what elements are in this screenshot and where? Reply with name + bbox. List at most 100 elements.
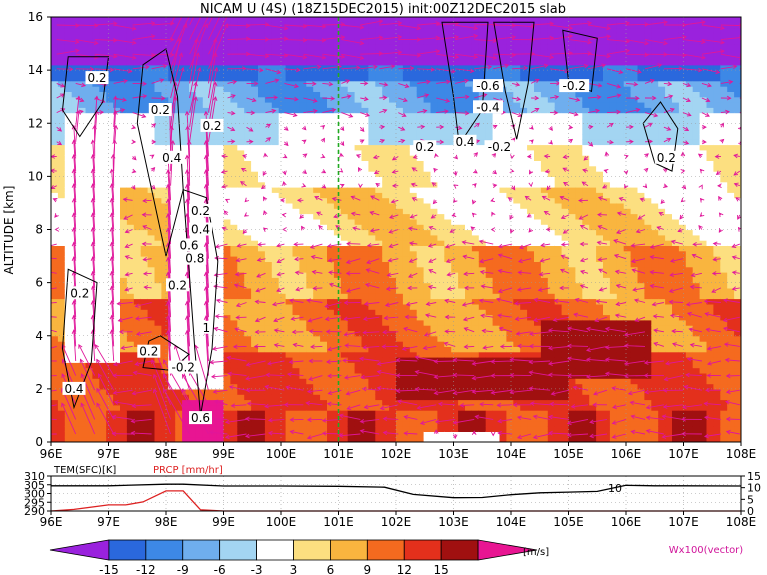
field-cell xyxy=(271,187,280,193)
field-cell xyxy=(354,394,363,401)
field-cell xyxy=(258,240,266,246)
field-cell xyxy=(92,17,100,23)
field-cell xyxy=(168,43,176,50)
field-cell xyxy=(264,426,273,432)
field-cell xyxy=(182,107,190,114)
field-cell xyxy=(327,86,335,92)
field-cell xyxy=(161,32,169,39)
field-cell xyxy=(313,202,321,209)
field-cell xyxy=(182,394,190,401)
field-cell xyxy=(168,192,176,199)
field-cell xyxy=(471,415,480,422)
field-cell xyxy=(251,43,259,50)
field-cell xyxy=(444,245,452,252)
field-cell xyxy=(271,208,280,215)
field-cell xyxy=(423,43,432,50)
field-cell xyxy=(126,64,135,71)
field-cell xyxy=(126,102,135,108)
field-cell xyxy=(154,17,162,23)
field-cell xyxy=(251,38,259,45)
field-cell xyxy=(327,48,335,55)
field-cell xyxy=(251,351,259,358)
field-cell xyxy=(430,250,438,257)
field-cell xyxy=(78,330,87,337)
field-cell xyxy=(396,362,404,369)
field-cell xyxy=(458,415,466,422)
field-cell xyxy=(285,415,294,422)
field-cell xyxy=(292,404,300,411)
field-cell xyxy=(430,17,438,23)
field-cell xyxy=(271,38,280,45)
field-cell xyxy=(451,261,459,268)
field-cell xyxy=(161,176,169,183)
field-cell xyxy=(423,240,432,246)
field-cell xyxy=(154,272,162,278)
field-cell xyxy=(92,277,100,284)
field-cell xyxy=(230,144,238,151)
field-cell xyxy=(64,431,73,438)
field-cell xyxy=(285,32,294,39)
field-cell xyxy=(327,314,335,321)
field-cell xyxy=(237,420,245,427)
field-cell xyxy=(340,112,349,119)
field-cell xyxy=(340,367,349,374)
field-cell xyxy=(430,123,438,130)
field-cell xyxy=(368,420,376,427)
field-cell xyxy=(458,309,466,316)
field-cell xyxy=(402,32,411,39)
field-cell xyxy=(113,298,121,305)
field-cell xyxy=(216,388,225,395)
field-cell xyxy=(106,404,114,411)
field-cell xyxy=(189,32,197,39)
field-cell xyxy=(361,383,369,390)
field-cell xyxy=(292,144,300,151)
field-cell xyxy=(313,420,321,427)
field-cell xyxy=(354,144,363,151)
field-cell xyxy=(375,218,383,225)
field-cell xyxy=(430,38,438,45)
field-cell xyxy=(216,420,225,427)
field-cell xyxy=(423,155,432,161)
field-cell xyxy=(402,27,411,34)
field-cell xyxy=(299,346,307,353)
field-cell xyxy=(182,112,190,119)
field-cell xyxy=(99,351,107,358)
field-cell xyxy=(168,410,176,416)
field-cell xyxy=(327,357,335,363)
field-cell xyxy=(182,48,190,55)
field-cell xyxy=(78,139,87,146)
field-cell xyxy=(285,197,294,204)
field-cell xyxy=(361,112,369,119)
field-cell xyxy=(340,362,349,369)
field-cell xyxy=(168,303,176,310)
field-cell xyxy=(396,70,404,76)
field-cell xyxy=(389,426,397,432)
field-cell xyxy=(465,287,473,294)
field-cell xyxy=(195,176,204,183)
field-cell xyxy=(333,293,342,300)
field-cell xyxy=(106,48,114,55)
field-cell xyxy=(78,117,87,124)
field-cell xyxy=(327,250,335,257)
field-cell xyxy=(458,149,466,156)
field-cell xyxy=(320,287,328,294)
field-cell xyxy=(458,160,466,167)
field-cell xyxy=(189,351,197,358)
field-cell xyxy=(313,128,321,135)
field-cell xyxy=(147,341,156,347)
field-cell xyxy=(354,362,363,369)
field-cell xyxy=(126,319,135,326)
field-cell xyxy=(106,155,114,161)
field-cell xyxy=(140,394,149,401)
field-cell xyxy=(140,96,149,103)
field-cell xyxy=(444,277,452,284)
field-cell xyxy=(313,287,321,294)
field-cell xyxy=(237,218,245,225)
field-cell xyxy=(444,22,452,29)
field-cell xyxy=(237,335,245,342)
field-cell xyxy=(389,22,397,29)
field-cell xyxy=(147,399,156,406)
field-cell xyxy=(368,319,376,326)
field-cell xyxy=(278,415,287,422)
field-cell xyxy=(437,176,445,183)
